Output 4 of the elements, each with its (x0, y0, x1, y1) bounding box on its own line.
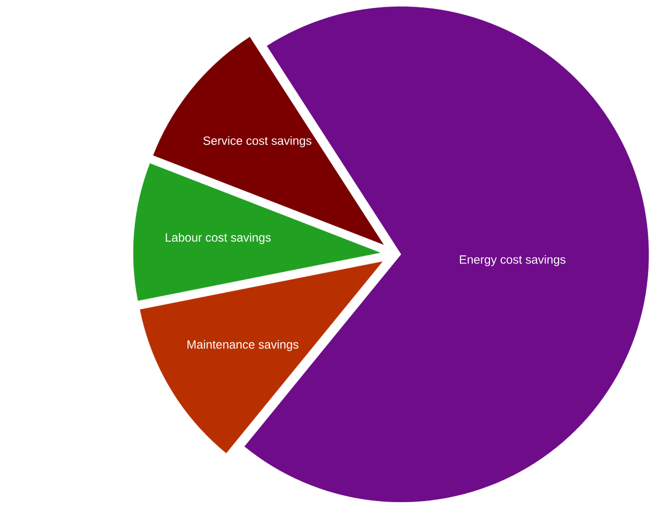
slice-label: Labour cost savings (166, 232, 271, 244)
slice-label: Energy cost savings (460, 254, 566, 266)
slice-label: Service cost savings (203, 136, 312, 148)
slice-label: Maintenance savings (188, 340, 298, 352)
